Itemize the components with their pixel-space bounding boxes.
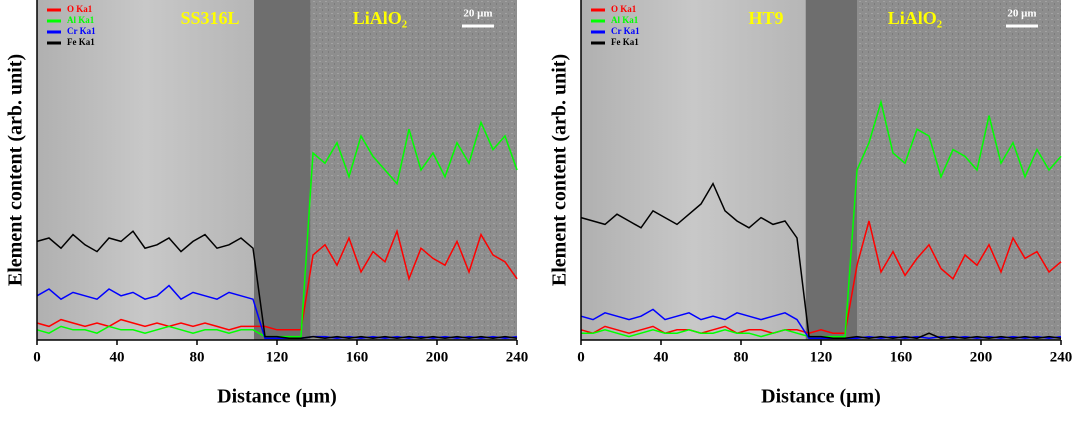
x-tick-label: 120 — [266, 349, 289, 365]
legend-label: Al Ka1 — [611, 15, 639, 25]
annotation: SS316L — [180, 8, 239, 28]
x-tick-label: 160 — [890, 349, 913, 365]
series-line — [36, 230, 518, 340]
annotation: LiAlO₂ — [353, 8, 407, 28]
x-tick-label: 40 — [110, 349, 125, 365]
y-axis-label: Element content (arb. unit) — [549, 54, 571, 286]
x-tick-label: 80 — [190, 349, 205, 365]
x-tick-label: 160 — [346, 349, 369, 365]
sem-gap — [805, 0, 857, 340]
sem-metal — [37, 0, 254, 340]
y-axis-label: Element content (arb. unit) — [5, 54, 27, 286]
legend-label: Al Ka1 — [67, 15, 95, 25]
x-axis-label: Distance (μm) — [217, 386, 337, 408]
x-tick-label: 80 — [734, 349, 749, 365]
x-tick-label: 0 — [577, 349, 585, 365]
legend-label: Fe Ka1 — [67, 37, 95, 47]
legend-label: Fe Ka1 — [611, 37, 639, 47]
x-tick-label: 40 — [654, 349, 669, 365]
x-tick-label: 240 — [506, 349, 529, 365]
series-line — [36, 228, 518, 331]
legend-label: Cr Ka1 — [611, 26, 640, 36]
annotation: HT9 — [748, 8, 783, 28]
legend-label: O Ka1 — [67, 4, 93, 14]
annotation: LiAlO₂ — [888, 8, 942, 28]
sem-oxide — [857, 0, 1061, 340]
sem-metal — [581, 0, 806, 340]
series-line — [580, 181, 1062, 340]
x-tick-label: 200 — [426, 349, 449, 365]
x-tick-label: 240 — [1050, 349, 1073, 365]
x-tick-label: 200 — [970, 349, 993, 365]
annotation: 20 μm — [463, 8, 492, 20]
x-tick-label: 120 — [810, 349, 833, 365]
sem-oxide — [310, 0, 517, 340]
x-tick-label: 0 — [33, 349, 41, 365]
sem-gap — [253, 0, 311, 340]
legend-label: Cr Ka1 — [67, 26, 96, 36]
legend-label: O Ka1 — [611, 4, 637, 14]
series-line — [580, 220, 1062, 335]
x-axis-label: Distance (μm) — [761, 386, 881, 408]
annotation: 20 μm — [1007, 8, 1036, 20]
